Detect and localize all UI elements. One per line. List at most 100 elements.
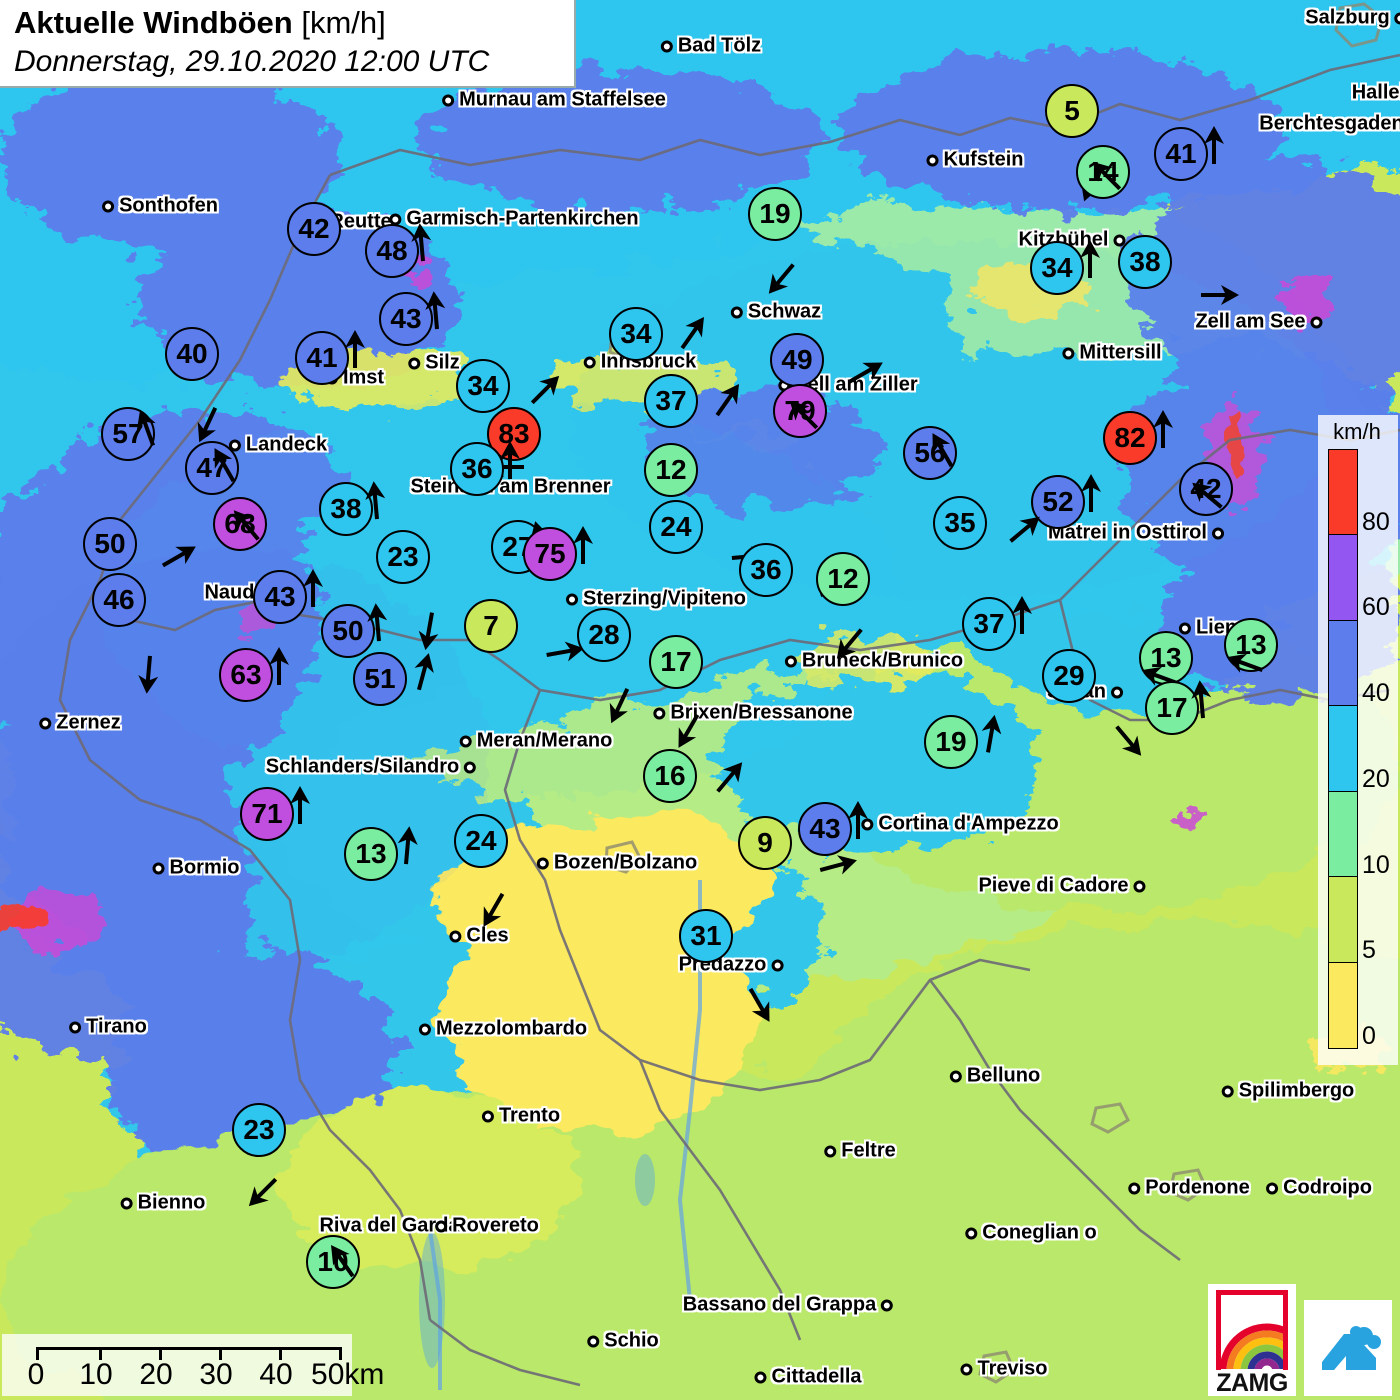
wind-station-marker[interactable]: 57: [101, 407, 156, 461]
wind-gust-value: 23: [376, 530, 430, 584]
wind-gust-value: 35: [933, 496, 987, 550]
wind-gust-value: 37: [644, 374, 698, 428]
wind-station-marker[interactable]: 42: [287, 202, 403, 256]
wind-station-marker[interactable]: 24: [649, 500, 770, 567]
scale-label-3: 30: [199, 1358, 233, 1391]
wind-station-marker[interactable]: 38: [319, 481, 386, 536]
wind-gust-value: 63: [219, 648, 273, 702]
wind-station-marker[interactable]: 28: [577, 608, 631, 724]
wind-gust-value: 24: [454, 814, 508, 868]
wind-station-marker[interactable]: 46: [92, 573, 159, 694]
wind-gust-value: 34: [1030, 241, 1084, 295]
wind-gust-value: 42: [287, 202, 341, 256]
mountain-cloud-icon: [1322, 1326, 1381, 1370]
wind-gust-value: 40: [165, 327, 219, 381]
wind-gust-value: 52: [1031, 475, 1085, 529]
wind-gust-value: 43: [379, 292, 433, 346]
wind-gust-value: 17: [1145, 681, 1199, 735]
wind-gust-value: 50: [83, 517, 137, 571]
wind-station-marker[interactable]: 13: [1139, 631, 1193, 686]
wind-station-marker[interactable]: 23: [376, 530, 439, 651]
wind-gust-value: 36: [450, 442, 504, 496]
wind-station-marker[interactable]: 19: [748, 187, 802, 294]
wind-station-marker[interactable]: 12: [816, 552, 870, 659]
wind-station-marker[interactable]: 10: [306, 1235, 360, 1289]
legend-tick-5: 5: [1362, 936, 1376, 965]
wind-station-marker[interactable]: 17: [1145, 680, 1212, 735]
page-title: Aktuelle Windböen [km/h]: [14, 4, 564, 42]
wind-station-marker[interactable]: 37: [962, 596, 1032, 651]
wind-station-marker[interactable]: 47: [185, 441, 239, 495]
wind-station-marker[interactable]: 41: [1154, 126, 1224, 181]
zamg-rainbow-icon: [1216, 1290, 1288, 1370]
wind-station-marker[interactable]: 43: [798, 801, 868, 856]
wind-station-marker[interactable]: 23: [232, 1103, 286, 1207]
wind-station-marker[interactable]: 13: [344, 826, 418, 881]
wind-station-marker[interactable]: 5: [1045, 84, 1100, 202]
wind-station-marker[interactable]: 24: [454, 814, 508, 927]
wind-gust-value: 28: [577, 608, 631, 662]
wind-station-marker[interactable]: 37: [644, 374, 739, 428]
wind-station-marker[interactable]: 82: [1103, 410, 1173, 465]
wind-station-marker[interactable]: 56: [903, 426, 957, 480]
wind-gust-value: 38: [319, 482, 373, 536]
wind-gust-value: 50: [321, 604, 375, 658]
wind-station-marker[interactable]: 12: [644, 443, 698, 553]
wind-station-marker[interactable]: 51: [353, 652, 434, 706]
wind-station-marker[interactable]: 7: [464, 599, 585, 662]
wind-gust-value: 36: [739, 543, 793, 597]
title-text: Aktuelle Windböen: [14, 5, 293, 40]
wind-gust-value: 29: [1042, 649, 1096, 703]
wind-station-marker[interactable]: 29: [1042, 649, 1142, 756]
wind-station-marker[interactable]: 38: [1118, 235, 1239, 305]
legend-tick-60: 60: [1362, 593, 1390, 622]
partner-logo[interactable]: [1304, 1300, 1392, 1396]
wind-station-marker[interactable]: 71: [240, 786, 310, 841]
wind-station-marker[interactable]: 43: [253, 569, 323, 624]
wind-station-marker[interactable]: 34: [1030, 240, 1100, 295]
wind-station-marker[interactable]: 63: [219, 647, 289, 702]
wind-station-marker[interactable]: 34: [609, 307, 704, 361]
wind-gust-value: 37: [962, 597, 1016, 651]
wind-station-marker[interactable]: 35: [933, 496, 1040, 550]
wind-station-marker[interactable]: 34: [456, 359, 560, 413]
wind-station-marker[interactable]: 14: [1076, 145, 1130, 199]
wind-station-marker[interactable]: 27: [491, 520, 550, 574]
wind-station-marker[interactable]: 36: [450, 441, 520, 496]
wind-station-marker[interactable]: 50: [321, 603, 388, 658]
wind-station-marker[interactable]: 75: [523, 526, 593, 581]
zamg-logo[interactable]: ZAMG: [1208, 1284, 1296, 1397]
scale-tick: [219, 1350, 222, 1360]
color-legend: km/h 80 60 40 20 10 5 0: [1318, 415, 1398, 1065]
legend-band-5-10: [1329, 877, 1357, 963]
wind-station-marker[interactable]: 40: [165, 327, 219, 443]
wind-station-marker[interactable]: 17: [649, 635, 703, 748]
wind-station-marker[interactable]: 41: [295, 330, 365, 385]
wind-station-marker[interactable]: 43: [379, 291, 446, 346]
wind-gust-value: 12: [816, 552, 870, 606]
wind-gust-value: 23: [232, 1103, 286, 1157]
wind-station-marker[interactable]: 50: [83, 517, 196, 571]
wind-gust-value: 34: [609, 307, 663, 361]
wind-station-marker[interactable]: 31: [679, 909, 770, 1022]
wind-station-marker[interactable]: 13: [1224, 618, 1278, 673]
wind-station-marker[interactable]: 36: [739, 543, 857, 598]
wind-station-marker[interactable]: 42: [1179, 462, 1233, 516]
wind-gust-value: 46: [92, 573, 146, 627]
scale-tick: [279, 1350, 282, 1360]
wind-gust-value: 19: [924, 715, 978, 769]
wind-station-marker[interactable]: 19: [924, 714, 1002, 769]
wind-station-marker[interactable]: 79: [773, 384, 827, 438]
wind-station-marker[interactable]: 16: [643, 749, 743, 803]
wind-station-marker[interactable]: 48: [365, 223, 432, 278]
wind-station-marker[interactable]: 68: [213, 497, 267, 551]
wind-station-marker[interactable]: 52: [1031, 474, 1101, 529]
scale-tick: [159, 1350, 162, 1360]
wind-station-marker[interactable]: 9: [738, 816, 857, 875]
zamg-logo-text: ZAMG: [1216, 1369, 1288, 1397]
legend-tick-0: 0: [1362, 1022, 1376, 1050]
legend-tick-40: 40: [1362, 679, 1390, 708]
legend-tick-10: 10: [1362, 850, 1390, 879]
wind-gust-value: 43: [798, 802, 852, 856]
title-unit: [km/h]: [301, 5, 386, 40]
